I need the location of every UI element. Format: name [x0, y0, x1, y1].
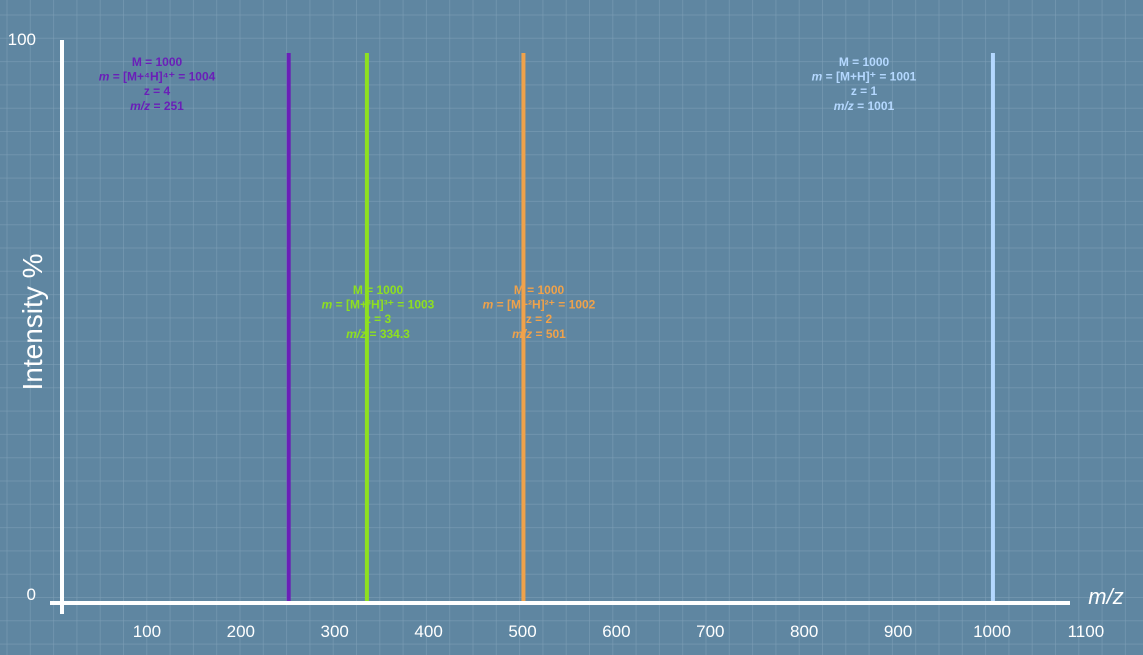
- x-tick-label: 800: [790, 622, 818, 641]
- x-tick-label: 200: [227, 622, 255, 641]
- peak-annotation: M = 1000 m = [M+⁴H]⁴⁺ = 1004 z = 4 m/z = 25…: [99, 55, 216, 113]
- axes: [50, 40, 1070, 614]
- x-tick-label: 300: [321, 622, 349, 641]
- x-tick-label: 500: [508, 622, 536, 641]
- x-tick-label: 900: [884, 622, 912, 641]
- peak-annotation: M = 1000 m = [M+³H]³⁺ = 1003 z = 3 m/z = 33…: [322, 283, 435, 341]
- x-tick-labels: 100 200 300 400 500 600 700 800 900 1000 1100: [133, 622, 1104, 641]
- x-tick-label: 600: [602, 622, 630, 641]
- peak-annotations: M = 1000 m = [M+⁴H]⁴⁺ = 1004 z = 4 m/z = 25…: [99, 55, 917, 341]
- x-tick-label: 100: [133, 622, 161, 641]
- x-tick-label: 400: [414, 622, 442, 641]
- peak-annotation: M = 1000 m = [M+H]⁺ = 1001 z = 1 m/z = 1001: [812, 55, 917, 113]
- y-tick-label: 100: [8, 30, 36, 49]
- y-tick-label: 0: [27, 585, 36, 604]
- x-tick-label: 1100: [1068, 622, 1105, 641]
- peak-annotation: M = 1000 m = [M+²H]²⁺ = 1002 z = 2 m/z = 50…: [483, 283, 596, 341]
- peaks: [286, 53, 995, 603]
- x-axis-title: m/z: [1088, 584, 1123, 609]
- y-axis-title: Intensity %: [17, 254, 48, 391]
- x-tick-label: 700: [696, 622, 724, 641]
- y-tick-labels: 0 100: [8, 30, 36, 604]
- x-tick-label: 1000: [973, 622, 1011, 641]
